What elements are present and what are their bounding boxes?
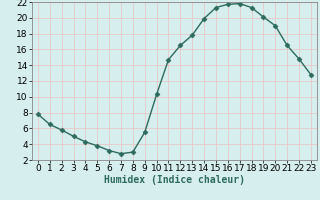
X-axis label: Humidex (Indice chaleur): Humidex (Indice chaleur) <box>104 175 245 185</box>
